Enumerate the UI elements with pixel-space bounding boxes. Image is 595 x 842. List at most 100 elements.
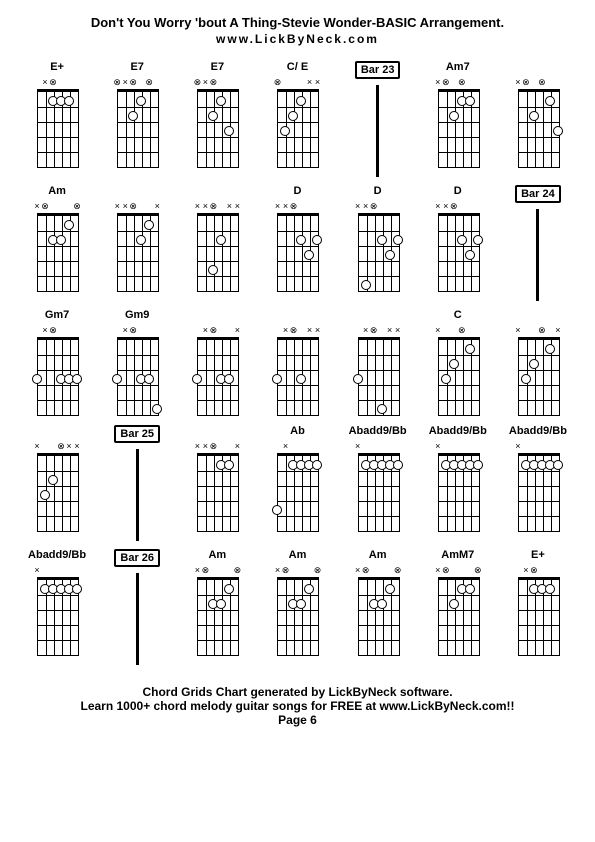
string-marks: ××⊗× [113, 201, 161, 211]
bar-label: Bar 26 [114, 549, 160, 567]
chord-diagram: ××⊗×× [189, 201, 245, 293]
chord-cell: Abadd9/Bb× [20, 549, 94, 665]
chord-diagram: ×⊗ [29, 77, 85, 169]
string-marks: × [273, 441, 321, 451]
chord-diagram: ××⊗ [350, 201, 406, 293]
finger-dot [272, 374, 282, 384]
finger-dot [529, 359, 539, 369]
string-marks: ×⊗⊗ [434, 77, 482, 87]
chord-diagram: ××⊗ [269, 201, 325, 293]
header: Don't You Worry 'bout A Thing-Stevie Won… [20, 15, 575, 46]
chord-diagram: ×⊗×× [29, 441, 85, 533]
chord-cell: ×⊗⊗ [501, 61, 575, 177]
string-marks: ×⊗× [193, 325, 241, 335]
string-marks: ×⊗ [33, 325, 81, 335]
chord-diagram: ×⊗⊗ [350, 565, 406, 657]
chord-diagram: × [350, 441, 406, 533]
chord-label: Am [208, 549, 226, 563]
finger-dot [465, 584, 475, 594]
finger-dot [545, 96, 555, 106]
chord-diagram: ⊗×× [269, 77, 325, 169]
finger-dot [224, 126, 234, 136]
chord-label: Am [369, 549, 387, 563]
chord-diagram: ×⊗⊗ [189, 565, 245, 657]
finger-dot [473, 235, 483, 245]
finger-dot [473, 460, 483, 470]
chord-cell: Am7×⊗⊗ [421, 61, 495, 177]
finger-dot [216, 599, 226, 609]
finger-dot [441, 374, 451, 384]
chord-cell: D××⊗ [260, 185, 334, 301]
chord-diagram: ×⊗× [189, 325, 245, 417]
chord-label: D [454, 185, 462, 199]
chord-diagram: ×⊗ [29, 325, 85, 417]
chord-cell: Abadd9/Bb× [501, 425, 575, 541]
chord-cell: ×⊗× [180, 309, 254, 417]
page-number: Page 6 [20, 713, 575, 727]
chord-diagram: ××⊗ [430, 201, 486, 293]
chord-diagram: ×⊗⊗ [430, 77, 486, 169]
bar-label: Bar 25 [114, 425, 160, 443]
chord-label: E+ [50, 61, 64, 75]
bar-separator-line [136, 573, 139, 665]
chord-diagram: × [510, 441, 566, 533]
chord-diagram: ××⊗× [189, 441, 245, 533]
string-marks: ×⊗ [113, 325, 161, 335]
chord-label: Abadd9/Bb [349, 425, 407, 439]
chord-grid: E+×⊗E7⊗×⊗⊗E7⊗×⊗C/ E⊗××Bar 23Am7×⊗⊗×⊗⊗Am×… [20, 61, 575, 665]
finger-dot [224, 460, 234, 470]
finger-dot [144, 374, 154, 384]
finger-dot [64, 96, 74, 106]
finger-dot [465, 344, 475, 354]
finger-dot [377, 599, 387, 609]
chord-label: D [374, 185, 382, 199]
finger-dot [465, 250, 475, 260]
finger-dot [304, 250, 314, 260]
fretboard [197, 213, 239, 292]
chord-cell: Gm7 ×⊗ [20, 309, 94, 417]
page-title: Don't You Worry 'bout A Thing-Stevie Won… [20, 15, 575, 30]
finger-dot [312, 235, 322, 245]
chord-cell: Am×⊗⊗ [260, 549, 334, 665]
chord-label: Gm7 [45, 309, 69, 323]
chord-cell: E+ ×⊗ [20, 61, 94, 177]
finger-dot [521, 374, 531, 384]
chord-label: Gm9 [125, 309, 149, 323]
chord-label: E7 [211, 61, 224, 75]
bar-separator-line [376, 85, 379, 177]
finger-dot [545, 584, 555, 594]
string-marks: ××⊗× [193, 441, 241, 451]
string-marks: ×⊗×× [33, 441, 81, 451]
finger-dot [353, 374, 363, 384]
chord-diagram: ⊗×⊗⊗ [109, 77, 165, 169]
string-marks: ×⊗⊗ [434, 565, 482, 575]
chord-diagram: ×⊗ [430, 325, 486, 417]
string-marks: × [33, 565, 81, 575]
chord-diagram: × [430, 441, 486, 533]
string-marks: × [354, 441, 402, 451]
chord-label: E7 [130, 61, 143, 75]
finger-dot [288, 111, 298, 121]
finger-dot [56, 235, 66, 245]
finger-dot [545, 344, 555, 354]
chord-cell: Am ×⊗⊗ [180, 549, 254, 665]
chord-cell: D ××⊗ [341, 185, 415, 301]
bar-label: Bar 23 [355, 61, 401, 79]
finger-dot [72, 584, 82, 594]
chord-cell: ×⊗×× [20, 425, 94, 541]
chord-cell: ××⊗× [180, 425, 254, 541]
chord-label: Ab [290, 425, 305, 439]
chord-cell: C×⊗ [421, 309, 495, 417]
chord-diagram: ×⊗⊗ [510, 77, 566, 169]
chord-diagram: ×⊗⊗ [430, 565, 486, 657]
chord-label: Am [48, 185, 66, 199]
finger-dot [216, 235, 226, 245]
string-marks: ×⊗ [514, 565, 562, 575]
chord-cell: ××⊗×× [180, 185, 254, 301]
chord-cell: E+×⊗ [501, 549, 575, 665]
finger-dot [361, 280, 371, 290]
finger-dot [216, 96, 226, 106]
chord-cell: Gm9 ×⊗ [100, 309, 174, 417]
string-marks: ×⊗× [514, 325, 562, 335]
finger-dot [304, 584, 314, 594]
